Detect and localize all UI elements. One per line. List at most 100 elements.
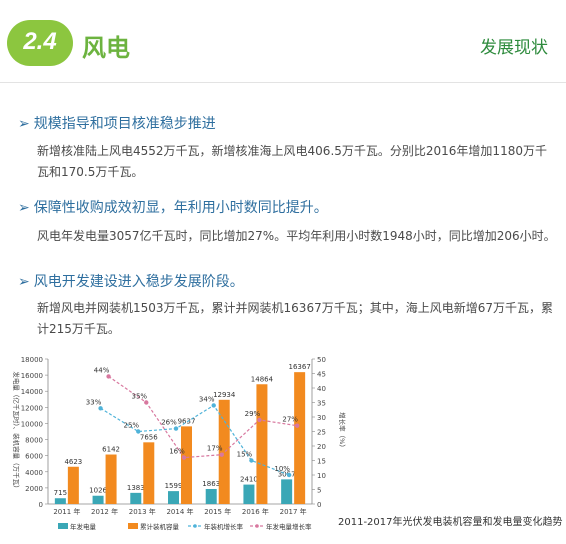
x-tick-label: 2017 年 xyxy=(280,507,307,516)
chart-svg: 0 2000 4000 6000 8000 10000 12000 14000 16000 180… xyxy=(12,356,347,531)
x-tick-label: 2015 年 xyxy=(204,507,231,516)
series-point-label: 33% xyxy=(86,398,102,406)
series-point xyxy=(181,455,187,460)
bar-generation xyxy=(130,492,142,504)
series-line-generation-growth xyxy=(108,375,298,459)
y-tick-label-left: 16000 xyxy=(21,372,43,380)
series-point-label: 29% xyxy=(245,410,261,418)
bar-value-label: 14864 xyxy=(251,375,274,383)
y-tick-label-right: 40 xyxy=(317,385,326,393)
bullet-arrow-icon: ➢ xyxy=(18,274,30,290)
legend-label: 年装机增长率 xyxy=(204,522,244,531)
paragraph-3: 新增风电并网装机1503万千瓦，累计并网装机16367万千瓦；其中，海上风电新增… xyxy=(37,298,557,340)
y-tick-label-left: 10000 xyxy=(21,420,43,428)
bar-capacity xyxy=(218,399,230,504)
series-point xyxy=(211,403,216,408)
bar-generation xyxy=(205,488,217,504)
y-tick-label-right: 20 xyxy=(317,443,326,451)
y-tick-label-left: 0 xyxy=(39,501,43,509)
section-subtitle: 发展现状 xyxy=(480,38,548,58)
bullet-heading-2: ➢ 保障性收购成效初显，年利用小时数同比提升。 xyxy=(18,197,328,217)
bar-value-label: 1383 xyxy=(127,484,145,492)
series-point xyxy=(98,406,103,411)
bullet-heading-text: 规模指导和项目核准稳步推进 xyxy=(33,116,216,132)
bar-value-label: 9637 xyxy=(178,417,196,425)
legend-marker xyxy=(193,524,197,528)
chart: 0 2000 4000 6000 8000 10000 12000 14000 16000 180… xyxy=(6,345,347,539)
section-header: 2.4 风电 发展现状 xyxy=(0,0,566,86)
paragraph-line: 新增核准陆上风电4552万千瓦，新增核准海上风电406.5万千瓦。分别比2016… xyxy=(37,144,547,158)
series-point-label: 10% xyxy=(274,465,290,473)
bar-value-label: 16367 xyxy=(289,363,311,371)
bar-generation xyxy=(168,491,179,504)
y-tick-label-right: 50 xyxy=(317,356,326,364)
y-tick-label-right: 0 xyxy=(317,501,321,509)
paragraph-line: 新增风电并网装机1503万千瓦，累计并网装机16367万千瓦；其中，海上风电新增… xyxy=(37,301,553,315)
bar-capacity xyxy=(256,384,268,504)
series-line-capacity-growth xyxy=(100,404,290,476)
bar-generation xyxy=(281,479,293,504)
series-point xyxy=(286,472,292,478)
series-point xyxy=(294,423,300,428)
series-point-label: 15% xyxy=(237,451,253,459)
y-axis-title-left: 发电量（亿千瓦时）、装机容量（万千瓦） xyxy=(12,371,21,491)
bar-generation xyxy=(54,498,66,504)
bullet-heading-1: ➢ 规模指导和项目核准稳步推进 xyxy=(18,113,216,133)
y-tick-label-right: 5 xyxy=(317,487,321,495)
bullet-heading-text: 风电开发建设进入稳步发展阶段。 xyxy=(33,274,244,290)
series-point-label: 16% xyxy=(169,448,185,456)
section-title: 风电 xyxy=(82,34,130,62)
y-tick-label-right: 35 xyxy=(317,400,326,408)
y-tick-label-right: 10 xyxy=(317,472,326,480)
series-point xyxy=(144,400,149,405)
x-tick-label: 2014 年 xyxy=(166,507,193,516)
x-tick-label: 2016 年 xyxy=(242,507,269,516)
paragraph-line: 风电年发电量3057亿千瓦时，同比增加27%。平均年利用小时数1948小时，同比… xyxy=(37,229,556,243)
bullet-arrow-icon: ➢ xyxy=(18,116,30,132)
bar-generation xyxy=(243,484,255,504)
bullet-heading-text: 保障性收购成效初显，年利用小时数同比提升。 xyxy=(33,200,328,216)
bar-value-label: 1599 xyxy=(165,482,183,490)
bar-capacity xyxy=(143,442,155,504)
bar-value-label: 715 xyxy=(54,489,67,497)
bar-value-label: 2410 xyxy=(240,476,258,484)
x-tick-label: 2012 年 xyxy=(91,507,118,516)
section-number-badge: 2.4 xyxy=(7,20,73,66)
paragraph-2: 风电年发电量3057亿千瓦时，同比增加27%。平均年利用小时数1948小时，同比… xyxy=(37,226,557,247)
series-point xyxy=(173,426,179,431)
bar-capacity xyxy=(181,426,192,504)
x-tick-label: 2011 年 xyxy=(53,507,80,516)
bar-value-label: 6142 xyxy=(102,446,120,454)
y-tick-label-left: 8000 xyxy=(25,437,43,445)
series-point xyxy=(249,458,254,463)
y-tick-label-right: 45 xyxy=(317,371,326,379)
series-point xyxy=(257,417,262,423)
bar-value-label: 12934 xyxy=(213,391,236,399)
y-tick-label-left: 2000 xyxy=(25,485,43,493)
header-divider xyxy=(0,82,566,83)
bar-capacity xyxy=(105,454,117,504)
y-tick-label-right: 25 xyxy=(317,429,326,437)
series-point-label: 44% xyxy=(94,366,110,374)
bar-generation xyxy=(92,495,104,504)
y-tick-label-left: 18000 xyxy=(21,356,43,364)
paragraph-line: 计215万千瓦。 xyxy=(37,322,120,336)
series-point xyxy=(106,374,111,379)
legend-label: 年发电量 xyxy=(70,522,97,531)
x-tick-label: 2013 年 xyxy=(129,507,156,516)
series-point xyxy=(136,429,141,434)
bar-value-label: 4623 xyxy=(64,458,82,466)
y-tick-label-left: 6000 xyxy=(25,453,43,461)
series-point-label: 25% xyxy=(124,422,140,430)
series-point-label: 35% xyxy=(132,393,148,401)
paragraph-1: 新增核准陆上风电4552万千瓦，新增核准海上风电406.5万千瓦。分别比2016… xyxy=(37,141,557,183)
bar-capacity xyxy=(294,372,306,504)
legend-swatch xyxy=(128,523,138,529)
series-point-label: 26% xyxy=(161,419,177,427)
y-tick-label-left: 12000 xyxy=(21,404,43,412)
series-point-label: 17% xyxy=(207,445,223,453)
y-tick-label-left: 4000 xyxy=(25,469,43,477)
bar-value-label: 1863 xyxy=(202,480,220,488)
y-axis-title-right: 增长率（%） xyxy=(338,412,346,451)
legend-label: 年发电量增长率 xyxy=(266,522,312,531)
